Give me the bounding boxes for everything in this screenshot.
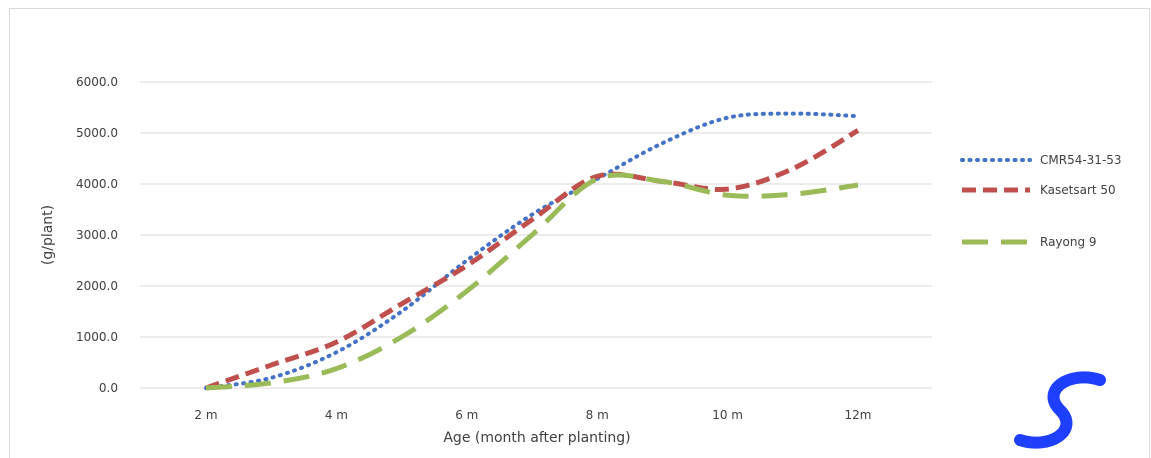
x-tick-label: 4 m — [325, 408, 348, 422]
x-tick-label: 8 m — [586, 408, 609, 422]
legend-item: CMR54-31-53 — [960, 153, 1122, 167]
x-tick-label: 10 m — [712, 408, 743, 422]
x-tick-label: 2 m — [194, 408, 217, 422]
chart-frame — [9, 8, 1150, 458]
legend-item: Rayong 9 — [962, 235, 1097, 249]
y-tick-label: 1000.0 — [76, 330, 118, 344]
gridlines — [140, 81, 932, 389]
legend-label: Rayong 9 — [1040, 235, 1097, 249]
legend-label: Kasetsart 50 — [1040, 183, 1116, 197]
y-tick-label: 4000.0 — [76, 177, 118, 191]
y-tick-label: 6000.0 — [76, 75, 118, 89]
series-lines — [204, 111, 860, 391]
y-tick-label: 0.0 — [99, 381, 118, 395]
x-axis-title: Age (month after planting) — [443, 430, 630, 446]
x-tick-label: 12m — [845, 408, 872, 422]
x-tick-label: 6 m — [455, 408, 478, 422]
legend-label: CMR54-31-53 — [1040, 153, 1122, 167]
y-tick-label: 3000.0 — [76, 228, 118, 242]
series-line-cmr54-31-53 — [204, 111, 860, 390]
x-tick-labels: 2 m 4 m 6 m 8 m 10 m 12m — [194, 408, 871, 422]
series-line-rayong-9 — [205, 172, 859, 391]
y-axis-title: (g/plant) — [40, 205, 56, 265]
y-tick-label: 2000.0 — [76, 279, 118, 293]
y-tick-labels: 0.0 1000.0 2000.0 3000.0 4000.0 5000.0 6000.0 — [76, 75, 118, 395]
legend-item: Kasetsart 50 — [962, 183, 1116, 197]
series-line-kasetsart-50 — [205, 128, 860, 391]
legend: CMR54-31-53 Kasetsart 50 Rayong 9 — [960, 153, 1122, 249]
y-tick-label: 5000.0 — [76, 126, 118, 140]
